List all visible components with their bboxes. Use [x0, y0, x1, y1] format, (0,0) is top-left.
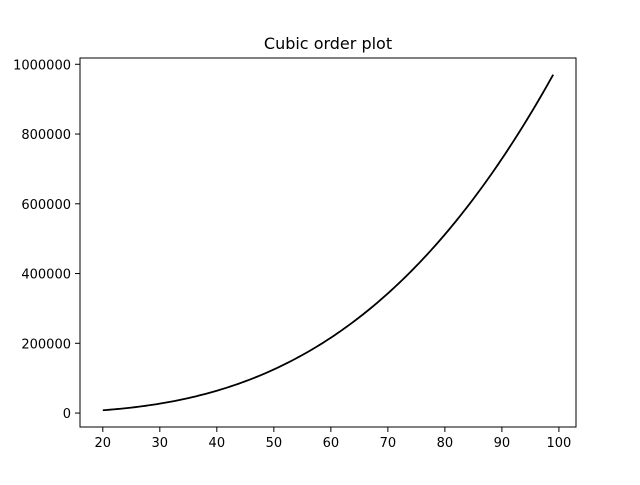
x-tick-label: 100 — [546, 436, 571, 451]
x-tick-label: 70 — [380, 436, 397, 451]
y-tick-label: 1000000 — [13, 58, 71, 73]
series-line-0 — [102, 74, 554, 412]
x-tick-label: 60 — [323, 436, 340, 451]
x-tick-label: 30 — [152, 436, 169, 451]
y-tick-label: 400000 — [21, 268, 71, 283]
x-tick-label: 80 — [437, 436, 454, 451]
chart-title: Cubic order plot — [264, 34, 392, 53]
y-tick-label: 0 — [63, 407, 71, 422]
x-tick-label: 90 — [494, 436, 511, 451]
x-tick-label: 50 — [266, 436, 283, 451]
x-tick-label: 20 — [95, 436, 112, 451]
y-tick-label: 800000 — [21, 128, 71, 143]
plot-area: 20 30 40 50 60 70 80 90 100 0 200000 400000 600000 80… — [13, 58, 571, 451]
y-tick-label: 600000 — [21, 198, 71, 213]
y-tick-label: 200000 — [21, 337, 71, 352]
axes-frame — [79, 57, 577, 428]
x-tick-label: 40 — [209, 436, 226, 451]
